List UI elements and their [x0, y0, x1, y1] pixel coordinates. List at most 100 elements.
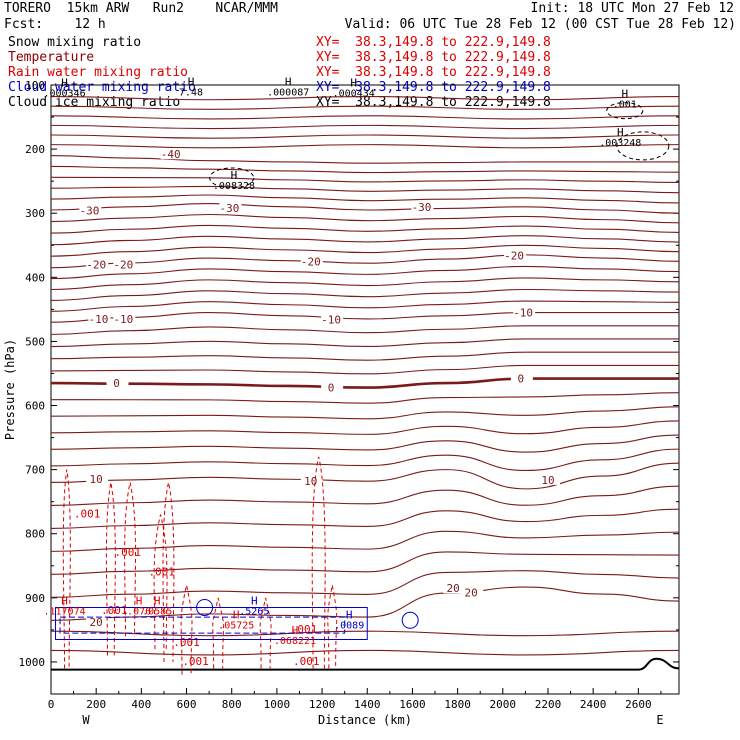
label-bg — [160, 148, 183, 160]
isotherm-line — [50, 570, 680, 598]
maximum-value-label: .0585 — [142, 607, 172, 618]
rain-contour-label: .001 — [101, 604, 128, 617]
cloud-water-contour — [55, 606, 368, 641]
rain-contour-label: .001 — [115, 546, 142, 559]
y-axis-label: Pressure (hPa) — [3, 339, 17, 440]
isotherm-label: -10 — [321, 314, 341, 327]
rain-contour-label: .001 — [148, 565, 175, 578]
maximum-value-label: .05725 — [218, 621, 254, 632]
isotherm-line — [50, 144, 680, 149]
isotherm-label: -20 — [86, 258, 106, 271]
cloud-water-contour — [401, 611, 419, 629]
isotherm-line — [50, 485, 680, 506]
init-time: Init: 18 UTC Mon 27 Feb 12 — [530, 1, 735, 16]
isotherm-label: 0 — [328, 382, 335, 395]
label-bg — [86, 473, 109, 485]
isotherm-label: 20 — [90, 616, 103, 629]
isotherm-line — [50, 95, 680, 101]
y-tick-label: 700 — [25, 464, 45, 477]
isotherm-line — [50, 254, 680, 269]
isotherm-line — [50, 124, 680, 130]
isotherm-line — [50, 649, 680, 656]
valid-time: Valid: 06 UTC Tue 28 Feb 12 (00 CST Tue … — [344, 17, 736, 32]
x-tick-label: 2600 — [625, 698, 652, 711]
isotherm-line — [50, 105, 680, 110]
isotherm-line — [50, 185, 680, 194]
isotherm-label: 20 — [465, 587, 478, 600]
isotherm-label: 0 — [518, 373, 525, 386]
maximum-marker: H — [292, 624, 299, 637]
maximum-value-label: .003248 — [599, 138, 641, 149]
isotherm-line — [50, 406, 680, 420]
rain-contour — [180, 584, 193, 675]
isotherm-line — [50, 462, 680, 490]
maximum-marker: H — [188, 75, 195, 88]
label-bg — [300, 255, 323, 267]
rain-contour — [153, 514, 168, 650]
y-tick-label: 100 — [25, 79, 45, 92]
isotherm-line — [50, 420, 680, 435]
maximum-marker: H — [617, 126, 624, 139]
terrain-line — [51, 657, 680, 671]
label-bg — [219, 202, 242, 214]
isotherm-label: -40 — [161, 148, 181, 161]
isotherm-line — [50, 115, 680, 120]
rain-contour-label: .001 — [293, 655, 320, 668]
label-bg — [321, 313, 344, 325]
x-tick-label: 400 — [131, 698, 151, 711]
isotherm-line — [50, 244, 680, 257]
y-tick-label: 900 — [25, 592, 45, 605]
x-tick-label: 1800 — [444, 698, 471, 711]
maximum-marker: H — [233, 609, 240, 622]
isotherm-line — [50, 203, 680, 214]
field-xy-snow: XY= 38.3,149.8 to 222.9,149.8 — [316, 35, 551, 50]
isotherm-line — [50, 176, 680, 183]
isotherm-label: 10 — [90, 473, 103, 486]
east-label: E — [656, 713, 663, 727]
rain-contour — [327, 584, 338, 669]
isotherm-line — [50, 194, 680, 204]
isotherm-line — [50, 508, 680, 529]
isotherm-label: -10 — [113, 313, 133, 326]
isotherm-line — [50, 586, 680, 621]
y-tick-label: 600 — [25, 400, 45, 413]
y-tick-label: 200 — [25, 143, 45, 156]
plot-frame — [50, 84, 680, 695]
maximum-value-label: .068221 — [274, 636, 316, 647]
label-bg — [113, 258, 136, 270]
forecast-hour: Fcst: 12 h — [4, 17, 106, 32]
maximum-value-label: 7.48 — [179, 87, 203, 98]
maximum-marker: H — [346, 609, 353, 622]
isotherm-label: 10 — [304, 475, 317, 488]
x-axis-label: Distance (km) — [318, 713, 412, 727]
isotherm-label: -30 — [79, 205, 99, 218]
isotherm-line — [50, 312, 679, 323]
x-tick-label: 1600 — [399, 698, 426, 711]
label-bg — [86, 616, 109, 628]
maximum-value-label: .117074 — [43, 607, 85, 618]
isotherm-line — [50, 288, 680, 301]
isotherm-line — [50, 325, 679, 335]
x-tick-label: 2200 — [535, 698, 562, 711]
maximum-value-label: .076 — [127, 607, 151, 618]
isotherm-label: 0 — [113, 377, 120, 390]
ice-contour — [606, 102, 644, 120]
x-tick-label: 800 — [222, 698, 242, 711]
x-tick-label: 2000 — [490, 698, 517, 711]
maximum-marker: H — [251, 595, 258, 608]
label-bg — [504, 249, 527, 261]
rain-contour — [259, 597, 272, 669]
maximum-value-label: .001 — [613, 99, 637, 110]
maximum-marker: H — [136, 595, 143, 608]
label-bg — [321, 381, 344, 393]
rain-contours — [62, 456, 338, 675]
maximum-value-label: .0089 — [334, 621, 364, 632]
maximum-marker: H — [350, 77, 357, 90]
label-bg — [510, 372, 533, 384]
maximum-marker: H — [621, 87, 628, 100]
model-title: TORERO 15km ARW Run2 NCAR/MMM — [4, 1, 278, 16]
x-tick-label: 0 — [48, 698, 55, 711]
field-xy-cloud-water: XY= 38.3,149.8 to 222.9,149.8 — [316, 80, 551, 95]
x-tick-label: 200 — [86, 698, 106, 711]
isotherm-label: -10 — [89, 313, 109, 326]
